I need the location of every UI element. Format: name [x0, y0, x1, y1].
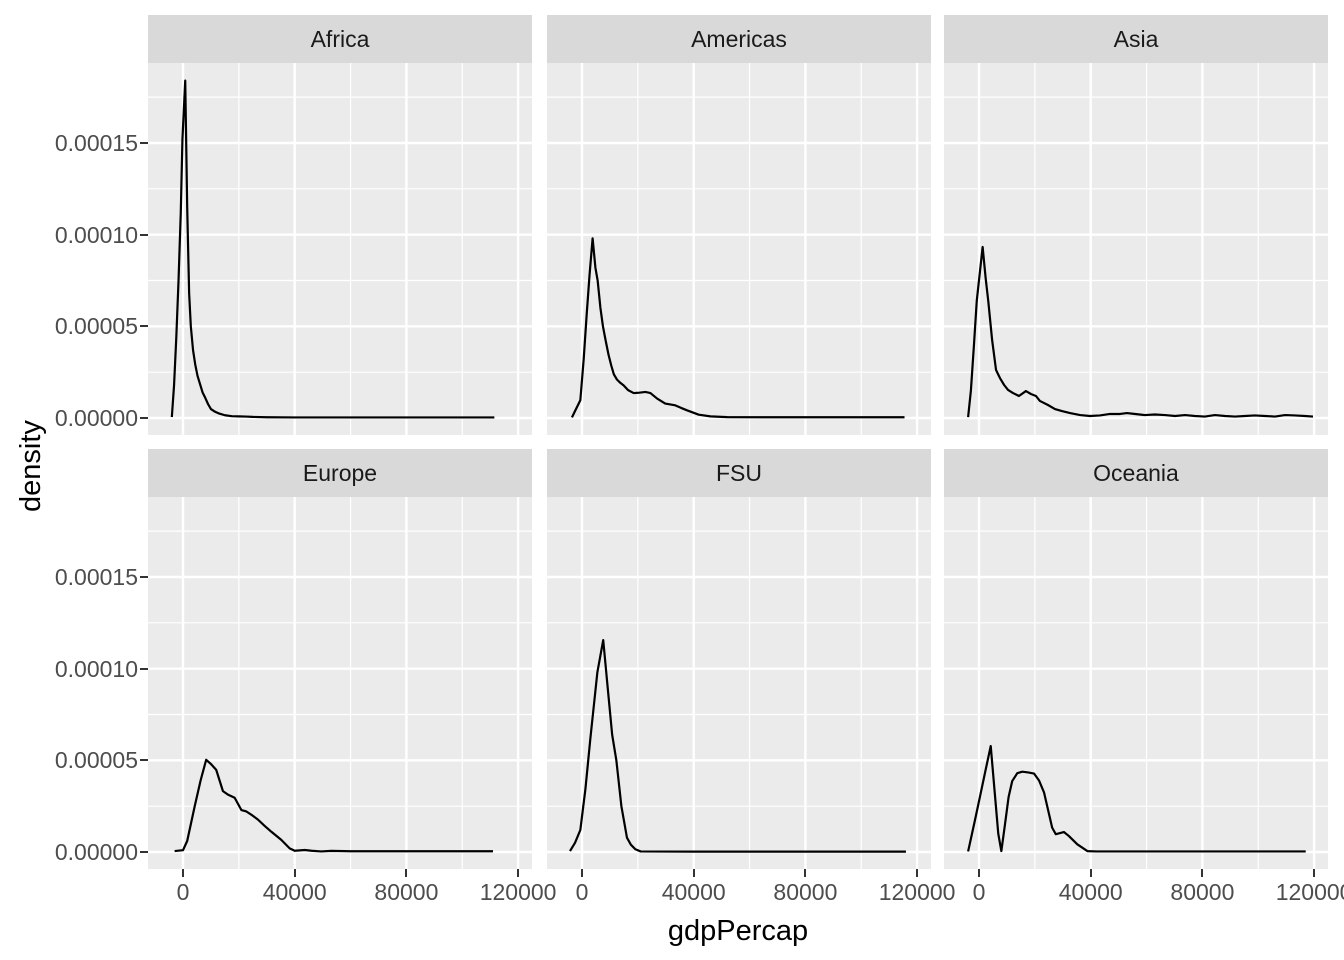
x-tick-mark — [804, 869, 807, 877]
x-tick-mark — [916, 869, 919, 877]
facet-strip-americas: Americas — [547, 15, 931, 63]
panel-background — [148, 497, 532, 869]
facet-strip-asia: Asia — [944, 15, 1328, 63]
y-tick-mark — [140, 325, 148, 328]
facet-panel-americas — [547, 63, 931, 435]
facet-panel-asia — [944, 63, 1328, 435]
facet-label-fsu: FSU — [716, 460, 762, 486]
panel-background — [944, 63, 1328, 435]
facet-panel-fsu — [547, 497, 931, 869]
y-tick-label: 0.00000 — [54, 839, 138, 865]
x-tick-mark — [405, 869, 408, 877]
facet-panel-africa — [148, 63, 532, 435]
facet-label-oceania: Oceania — [1093, 460, 1179, 486]
y-tick-mark — [140, 417, 148, 419]
facet-strip-africa: Africa — [148, 15, 532, 63]
facet-label-africa: Africa — [310, 26, 370, 52]
x-tick-label: 120000 — [878, 879, 956, 905]
x-tick-mark — [1089, 869, 1092, 877]
panel-background — [547, 63, 931, 435]
y-tick-label: 0.00005 — [54, 747, 138, 774]
y-tick-mark — [140, 759, 148, 762]
x-tick-label: 80000 — [773, 879, 838, 905]
density-curve-fsu — [569, 638, 906, 853]
x-tick-label: 80000 — [374, 879, 439, 905]
density-curve-africa — [170, 79, 495, 419]
facet-strip-fsu: FSU — [547, 449, 931, 497]
x-tick-mark — [978, 869, 980, 877]
x-tick-label: 80000 — [1170, 879, 1235, 905]
x-tick-label: 0 — [575, 879, 589, 905]
x-tick-label: 40000 — [661, 879, 726, 905]
density-curve-oceania — [967, 744, 1306, 853]
panel-background — [547, 497, 931, 869]
y-tick-mark — [140, 233, 148, 236]
y-tick-mark — [140, 575, 148, 578]
x-tick-mark — [1201, 869, 1204, 877]
y-tick-label: 0.00005 — [54, 313, 138, 340]
y-tick-mark — [140, 667, 148, 670]
x-tick-label: 0 — [176, 879, 190, 905]
facet-label-europe: Europe — [302, 460, 378, 486]
x-tick-mark — [581, 869, 583, 877]
facet-label-asia: Asia — [1113, 26, 1159, 52]
density-curve-europe — [174, 758, 493, 853]
facet-panel-oceania — [944, 497, 1328, 869]
x-tick-mark — [293, 869, 296, 877]
y-tick-label: 0.00000 — [54, 405, 138, 431]
x-tick-label: 40000 — [262, 879, 327, 905]
facet-label-americas: Americas — [691, 26, 787, 52]
panel-background — [944, 497, 1328, 869]
x-tick-mark — [692, 869, 695, 877]
facet-strip-europe: Europe — [148, 449, 532, 497]
facet-strip-oceania: Oceania — [944, 449, 1328, 497]
x-tick-label: 120000 — [1275, 879, 1344, 905]
x-tick-label: 0 — [972, 879, 986, 905]
x-tick-label: 120000 — [479, 879, 557, 905]
x-tick-label: 40000 — [1058, 879, 1123, 905]
x-tick-mark — [1313, 869, 1316, 877]
density-curve-americas — [570, 237, 905, 419]
x-tick-mark — [517, 869, 520, 877]
density-curve-asia — [967, 245, 1314, 418]
y-tick-label: 0.00015 — [54, 563, 138, 590]
y-tick-label: 0.00015 — [54, 129, 138, 156]
panel-background — [148, 63, 532, 435]
x-tick-mark — [182, 869, 184, 877]
facet-panel-europe — [148, 497, 532, 869]
y-tick-label: 0.00010 — [54, 221, 138, 248]
y-tick-mark — [140, 851, 148, 853]
x-axis-title: gdpPercap — [667, 915, 809, 947]
y-tick-label: 0.00010 — [54, 655, 138, 682]
y-tick-mark — [140, 141, 148, 144]
